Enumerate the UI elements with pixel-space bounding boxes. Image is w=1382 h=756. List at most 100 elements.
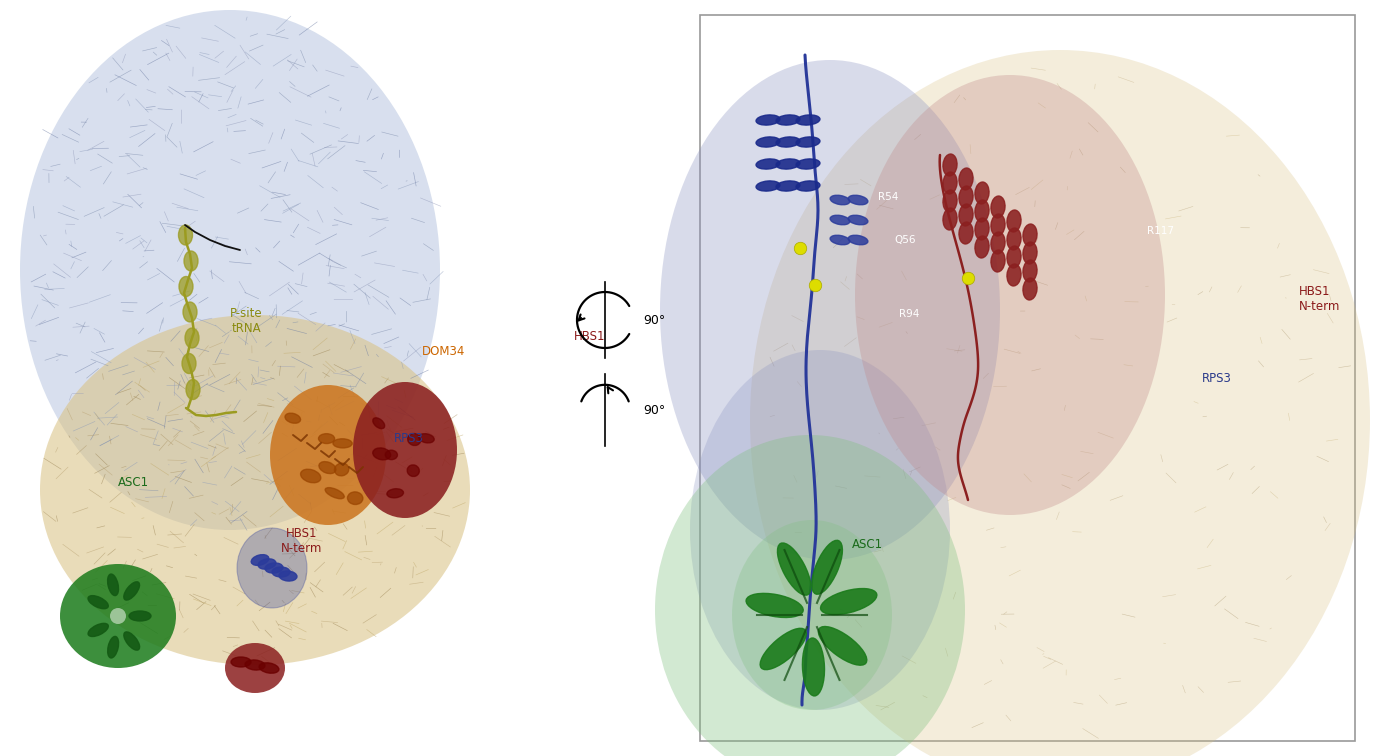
- Ellipse shape: [334, 463, 348, 476]
- Ellipse shape: [265, 563, 283, 573]
- Text: R94: R94: [900, 308, 919, 319]
- Ellipse shape: [318, 434, 334, 444]
- Text: 90°: 90°: [643, 404, 665, 417]
- Ellipse shape: [756, 137, 779, 147]
- Ellipse shape: [777, 115, 800, 125]
- Ellipse shape: [225, 643, 285, 693]
- Text: R117: R117: [1147, 225, 1175, 236]
- Ellipse shape: [347, 492, 363, 504]
- Ellipse shape: [803, 638, 825, 696]
- Ellipse shape: [943, 172, 958, 194]
- Ellipse shape: [974, 236, 990, 258]
- Ellipse shape: [108, 574, 119, 596]
- Ellipse shape: [108, 637, 119, 658]
- Ellipse shape: [182, 354, 196, 373]
- Ellipse shape: [279, 571, 297, 581]
- Ellipse shape: [974, 218, 990, 240]
- Text: 90°: 90°: [643, 314, 665, 327]
- Ellipse shape: [959, 204, 973, 226]
- Ellipse shape: [269, 385, 386, 525]
- Ellipse shape: [333, 438, 352, 448]
- Ellipse shape: [1023, 242, 1036, 264]
- Ellipse shape: [959, 222, 973, 244]
- Ellipse shape: [777, 137, 800, 147]
- Text: HBS1
N-term: HBS1 N-term: [281, 526, 322, 555]
- Ellipse shape: [991, 214, 1005, 236]
- Ellipse shape: [796, 181, 820, 191]
- Ellipse shape: [1023, 224, 1036, 246]
- Ellipse shape: [796, 115, 820, 125]
- Ellipse shape: [236, 528, 307, 608]
- Ellipse shape: [943, 190, 958, 212]
- Ellipse shape: [991, 196, 1005, 218]
- Ellipse shape: [818, 627, 867, 665]
- Ellipse shape: [831, 195, 850, 205]
- Ellipse shape: [258, 559, 276, 569]
- Ellipse shape: [796, 137, 820, 147]
- Ellipse shape: [184, 251, 198, 271]
- Ellipse shape: [796, 159, 820, 169]
- Text: DOM34: DOM34: [422, 345, 464, 358]
- Ellipse shape: [831, 235, 850, 245]
- Ellipse shape: [408, 433, 420, 445]
- Ellipse shape: [756, 159, 779, 169]
- Ellipse shape: [974, 182, 990, 204]
- Ellipse shape: [182, 302, 198, 322]
- Ellipse shape: [855, 75, 1165, 515]
- Ellipse shape: [777, 181, 800, 191]
- Ellipse shape: [661, 60, 1001, 560]
- Ellipse shape: [258, 663, 279, 674]
- Ellipse shape: [231, 657, 252, 667]
- Text: HBS1: HBS1: [574, 330, 605, 343]
- Ellipse shape: [811, 541, 843, 594]
- Ellipse shape: [750, 50, 1370, 756]
- Ellipse shape: [300, 469, 321, 483]
- Ellipse shape: [272, 567, 290, 577]
- Ellipse shape: [821, 588, 876, 615]
- Ellipse shape: [746, 593, 803, 618]
- Ellipse shape: [760, 628, 806, 670]
- Text: RPS3: RPS3: [394, 432, 424, 445]
- Text: ASC1: ASC1: [853, 538, 883, 551]
- Text: ASC1: ASC1: [117, 476, 149, 489]
- Ellipse shape: [180, 277, 193, 296]
- Ellipse shape: [59, 564, 176, 668]
- Ellipse shape: [88, 596, 108, 609]
- Ellipse shape: [1007, 246, 1021, 268]
- Ellipse shape: [943, 208, 958, 230]
- Ellipse shape: [831, 215, 850, 225]
- Ellipse shape: [111, 608, 126, 624]
- Ellipse shape: [187, 380, 200, 399]
- Ellipse shape: [373, 418, 384, 429]
- Ellipse shape: [178, 225, 192, 245]
- Ellipse shape: [124, 582, 140, 600]
- Ellipse shape: [690, 350, 949, 710]
- Ellipse shape: [849, 235, 868, 245]
- Ellipse shape: [756, 115, 779, 125]
- Ellipse shape: [849, 195, 868, 205]
- Ellipse shape: [1007, 228, 1021, 250]
- Ellipse shape: [285, 414, 300, 423]
- Text: HBS1
N-term: HBS1 N-term: [1299, 284, 1341, 313]
- Ellipse shape: [732, 520, 891, 710]
- Ellipse shape: [88, 624, 108, 637]
- Ellipse shape: [777, 159, 800, 169]
- Ellipse shape: [974, 200, 990, 222]
- Ellipse shape: [387, 488, 404, 498]
- Ellipse shape: [252, 555, 268, 565]
- Ellipse shape: [419, 434, 434, 443]
- Ellipse shape: [40, 315, 470, 665]
- Ellipse shape: [1023, 278, 1036, 300]
- Text: RPS3: RPS3: [1202, 371, 1233, 385]
- Ellipse shape: [778, 543, 811, 595]
- Text: Q56: Q56: [894, 235, 916, 246]
- Ellipse shape: [849, 215, 868, 225]
- Ellipse shape: [959, 168, 973, 190]
- Ellipse shape: [129, 611, 151, 621]
- Text: R54: R54: [879, 191, 898, 202]
- Ellipse shape: [756, 181, 779, 191]
- Ellipse shape: [959, 186, 973, 208]
- Ellipse shape: [124, 632, 140, 650]
- Ellipse shape: [325, 488, 344, 499]
- Ellipse shape: [991, 250, 1005, 272]
